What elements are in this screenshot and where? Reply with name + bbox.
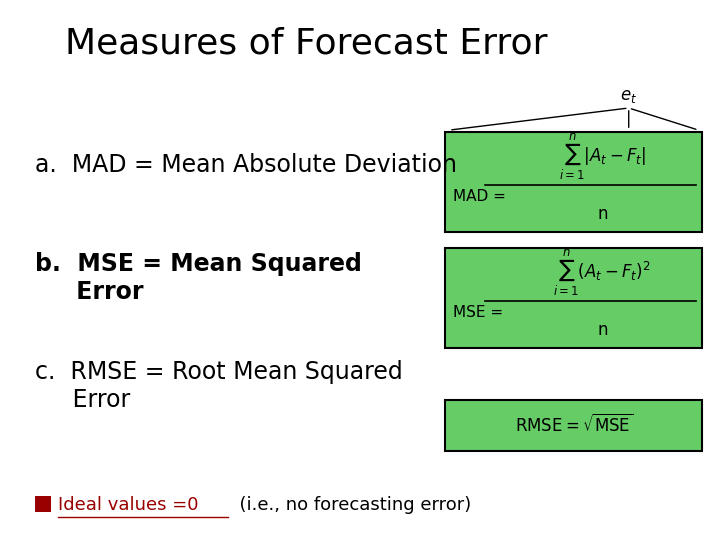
Text: (i.e., no forecasting error): (i.e., no forecasting error)	[228, 496, 471, 514]
Text: a.  MAD = Mean Absolute Deviation: a. MAD = Mean Absolute Deviation	[35, 153, 457, 177]
Text: $\sum_{i=1}^{n}(A_t - F_t)^2$: $\sum_{i=1}^{n}(A_t - F_t)^2$	[554, 248, 651, 299]
Text: c.  RMSE = Root Mean Squared
     Error: c. RMSE = Root Mean Squared Error	[35, 360, 403, 412]
Text: $\mathrm{RMSE} = \sqrt{\mathrm{MSE}}$: $\mathrm{RMSE} = \sqrt{\mathrm{MSE}}$	[515, 414, 633, 436]
Text: n: n	[597, 205, 608, 223]
FancyBboxPatch shape	[446, 400, 702, 451]
Text: b.  MSE = Mean Squared
     Error: b. MSE = Mean Squared Error	[35, 252, 362, 304]
Text: Measures of Forecast Error: Measures of Forecast Error	[65, 27, 548, 61]
FancyBboxPatch shape	[446, 132, 702, 232]
Text: MSE =: MSE =	[453, 305, 503, 320]
Text: MAD =: MAD =	[453, 189, 505, 204]
Text: n: n	[597, 321, 608, 339]
FancyBboxPatch shape	[446, 248, 702, 348]
Bar	[35, 496, 51, 512]
Text: $\sum_{i=1}^{n}|A_t - F_t|$: $\sum_{i=1}^{n}|A_t - F_t|$	[559, 132, 646, 183]
Text: Ideal values =0: Ideal values =0	[58, 496, 199, 514]
Text: $e_t$: $e_t$	[620, 87, 637, 105]
